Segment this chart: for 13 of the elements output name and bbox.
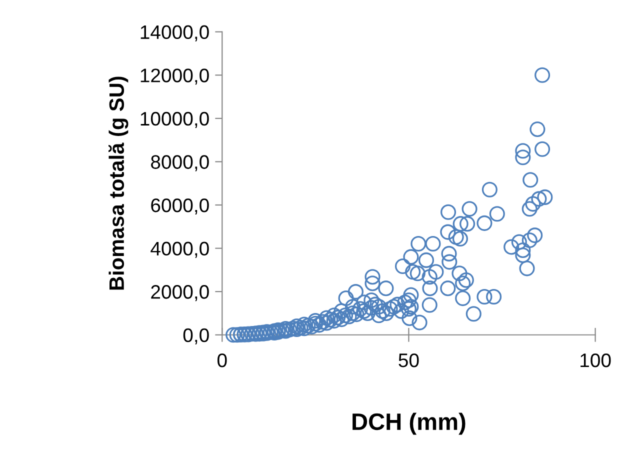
y-tick-label: 2000,0 [151,285,209,302]
y-tick-label: 12000,0 [140,68,209,85]
x-tick-label: 100 [580,353,611,368]
y-tick-label: 6000,0 [151,198,209,215]
y-axis-title: Biomasa totală (g SU) [108,76,128,290]
y-tick-label: 8000,0 [151,155,209,172]
y-tick-label: 10000,0 [140,112,209,128]
x-tick-label: 0 [217,353,227,368]
y-tick-label: 0,0 [183,328,209,344]
x-tick-label: 50 [398,353,419,368]
y-tick-label: 14000,0 [140,25,209,42]
y-tick-label: 4000,0 [150,242,209,258]
x-axis-title: DCH (mm) [352,412,466,435]
